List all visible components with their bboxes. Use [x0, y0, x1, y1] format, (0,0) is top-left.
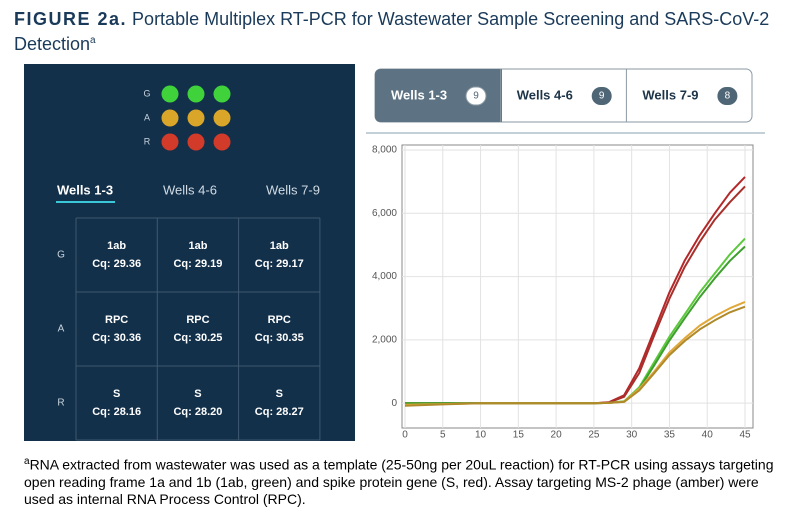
figure-title: FIGURE 2a. Portable Multiplex RT-PCR for… — [14, 8, 789, 55]
amplification-curve — [405, 245, 746, 405]
x-tick-label: 0 — [402, 430, 408, 441]
amplification-curve — [404, 300, 746, 406]
cell-target: RPC — [105, 314, 128, 326]
cell-cq: Cq: 30.25 — [173, 332, 222, 344]
panel-tab: Wells 7-9 — [266, 182, 320, 197]
amplification-curve — [404, 305, 746, 407]
cell-target: S — [276, 388, 283, 400]
cell-cq: Cq: 29.19 — [173, 258, 222, 270]
panel-tab: Wells 4-6 — [163, 182, 217, 197]
status-dot — [187, 133, 205, 151]
cell-cq: Cq: 29.17 — [255, 258, 304, 270]
status-dot — [161, 133, 179, 151]
dot-row-label: R — [144, 136, 151, 146]
footnote: aRNA extracted from wastewater was used … — [24, 453, 784, 508]
dot-row-label: G — [143, 88, 150, 98]
title-text: Portable Multiplex RT-PCR for Wastewater… — [14, 9, 770, 54]
cell-cq: Cq: 29.36 — [92, 258, 141, 270]
y-tick-label: 4,000 — [372, 271, 397, 282]
panel-tab: Wells 1-3 — [57, 182, 113, 197]
count-badge — [465, 86, 487, 106]
x-tick-label: 35 — [664, 430, 676, 441]
figure-graphic: G A R Wells 1-3 Wells 4-6 Wells 7-9 G 1ab Cq: 29… — [24, 64, 765, 441]
amplification-curve — [405, 176, 746, 405]
x-tick-label: 15 — [513, 430, 525, 441]
dot-row-label: A — [144, 112, 150, 122]
cell-cq: Cq: 28.27 — [255, 406, 304, 418]
cell-target: 1ab — [188, 240, 207, 252]
x-tick-label: 40 — [702, 430, 714, 441]
title-marker: a — [90, 35, 96, 46]
x-tick-label: 10 — [475, 430, 487, 441]
y-tick-label: 2,000 — [372, 335, 397, 346]
row-label: G — [57, 250, 65, 261]
cell-target: 1ab — [270, 240, 289, 252]
cell-target: S — [113, 388, 120, 400]
y-tick-label: 0 — [391, 398, 397, 409]
panel-bg — [24, 64, 355, 441]
status-dot — [187, 109, 205, 127]
footnote-text: RNA extracted from wastewater was used a… — [24, 456, 774, 507]
count-label: 8 — [725, 91, 731, 102]
cell-cq: Cq: 30.35 — [255, 332, 304, 344]
chart-tab-label: Wells 1-3 — [391, 87, 447, 102]
x-tick-label: 20 — [551, 430, 563, 441]
count-label: 9 — [473, 91, 479, 102]
tab-selected-bg — [375, 69, 502, 122]
amplification-curve — [405, 237, 746, 405]
cell-target: RPC — [268, 314, 291, 326]
row-label: R — [57, 398, 64, 409]
chart-tab-label: Wells 4-6 — [517, 87, 573, 102]
cell-target: 1ab — [107, 240, 126, 252]
status-dot — [187, 85, 205, 103]
x-tick-label: 5 — [440, 430, 446, 441]
status-dot — [213, 109, 231, 127]
status-dot — [213, 85, 231, 103]
row-label: A — [58, 324, 65, 335]
figure-number: FIGURE 2a. — [14, 9, 128, 29]
plot-frame — [401, 144, 754, 429]
x-tick-label: 30 — [626, 430, 638, 441]
cell-cq: Cq: 28.16 — [92, 406, 141, 418]
x-tick-label: 45 — [739, 430, 751, 441]
count-badge — [717, 87, 738, 105]
x-tick-label: 25 — [588, 430, 600, 441]
cell-target: S — [194, 388, 201, 400]
status-dot — [213, 133, 231, 151]
status-dot — [161, 85, 179, 103]
y-tick-label: 8,000 — [372, 145, 397, 156]
cell-target: RPC — [186, 314, 209, 326]
cell-cq: Cq: 30.36 — [92, 332, 141, 344]
status-dot — [161, 109, 179, 127]
count-badge — [591, 87, 612, 105]
count-label: 9 — [599, 91, 605, 102]
y-tick-label: 6,000 — [372, 208, 397, 219]
footnote-marker: a — [24, 456, 30, 467]
amplification-curve — [405, 185, 746, 405]
cell-cq: Cq: 28.20 — [173, 406, 222, 418]
chart-tab-label: Wells 7-9 — [642, 87, 698, 102]
